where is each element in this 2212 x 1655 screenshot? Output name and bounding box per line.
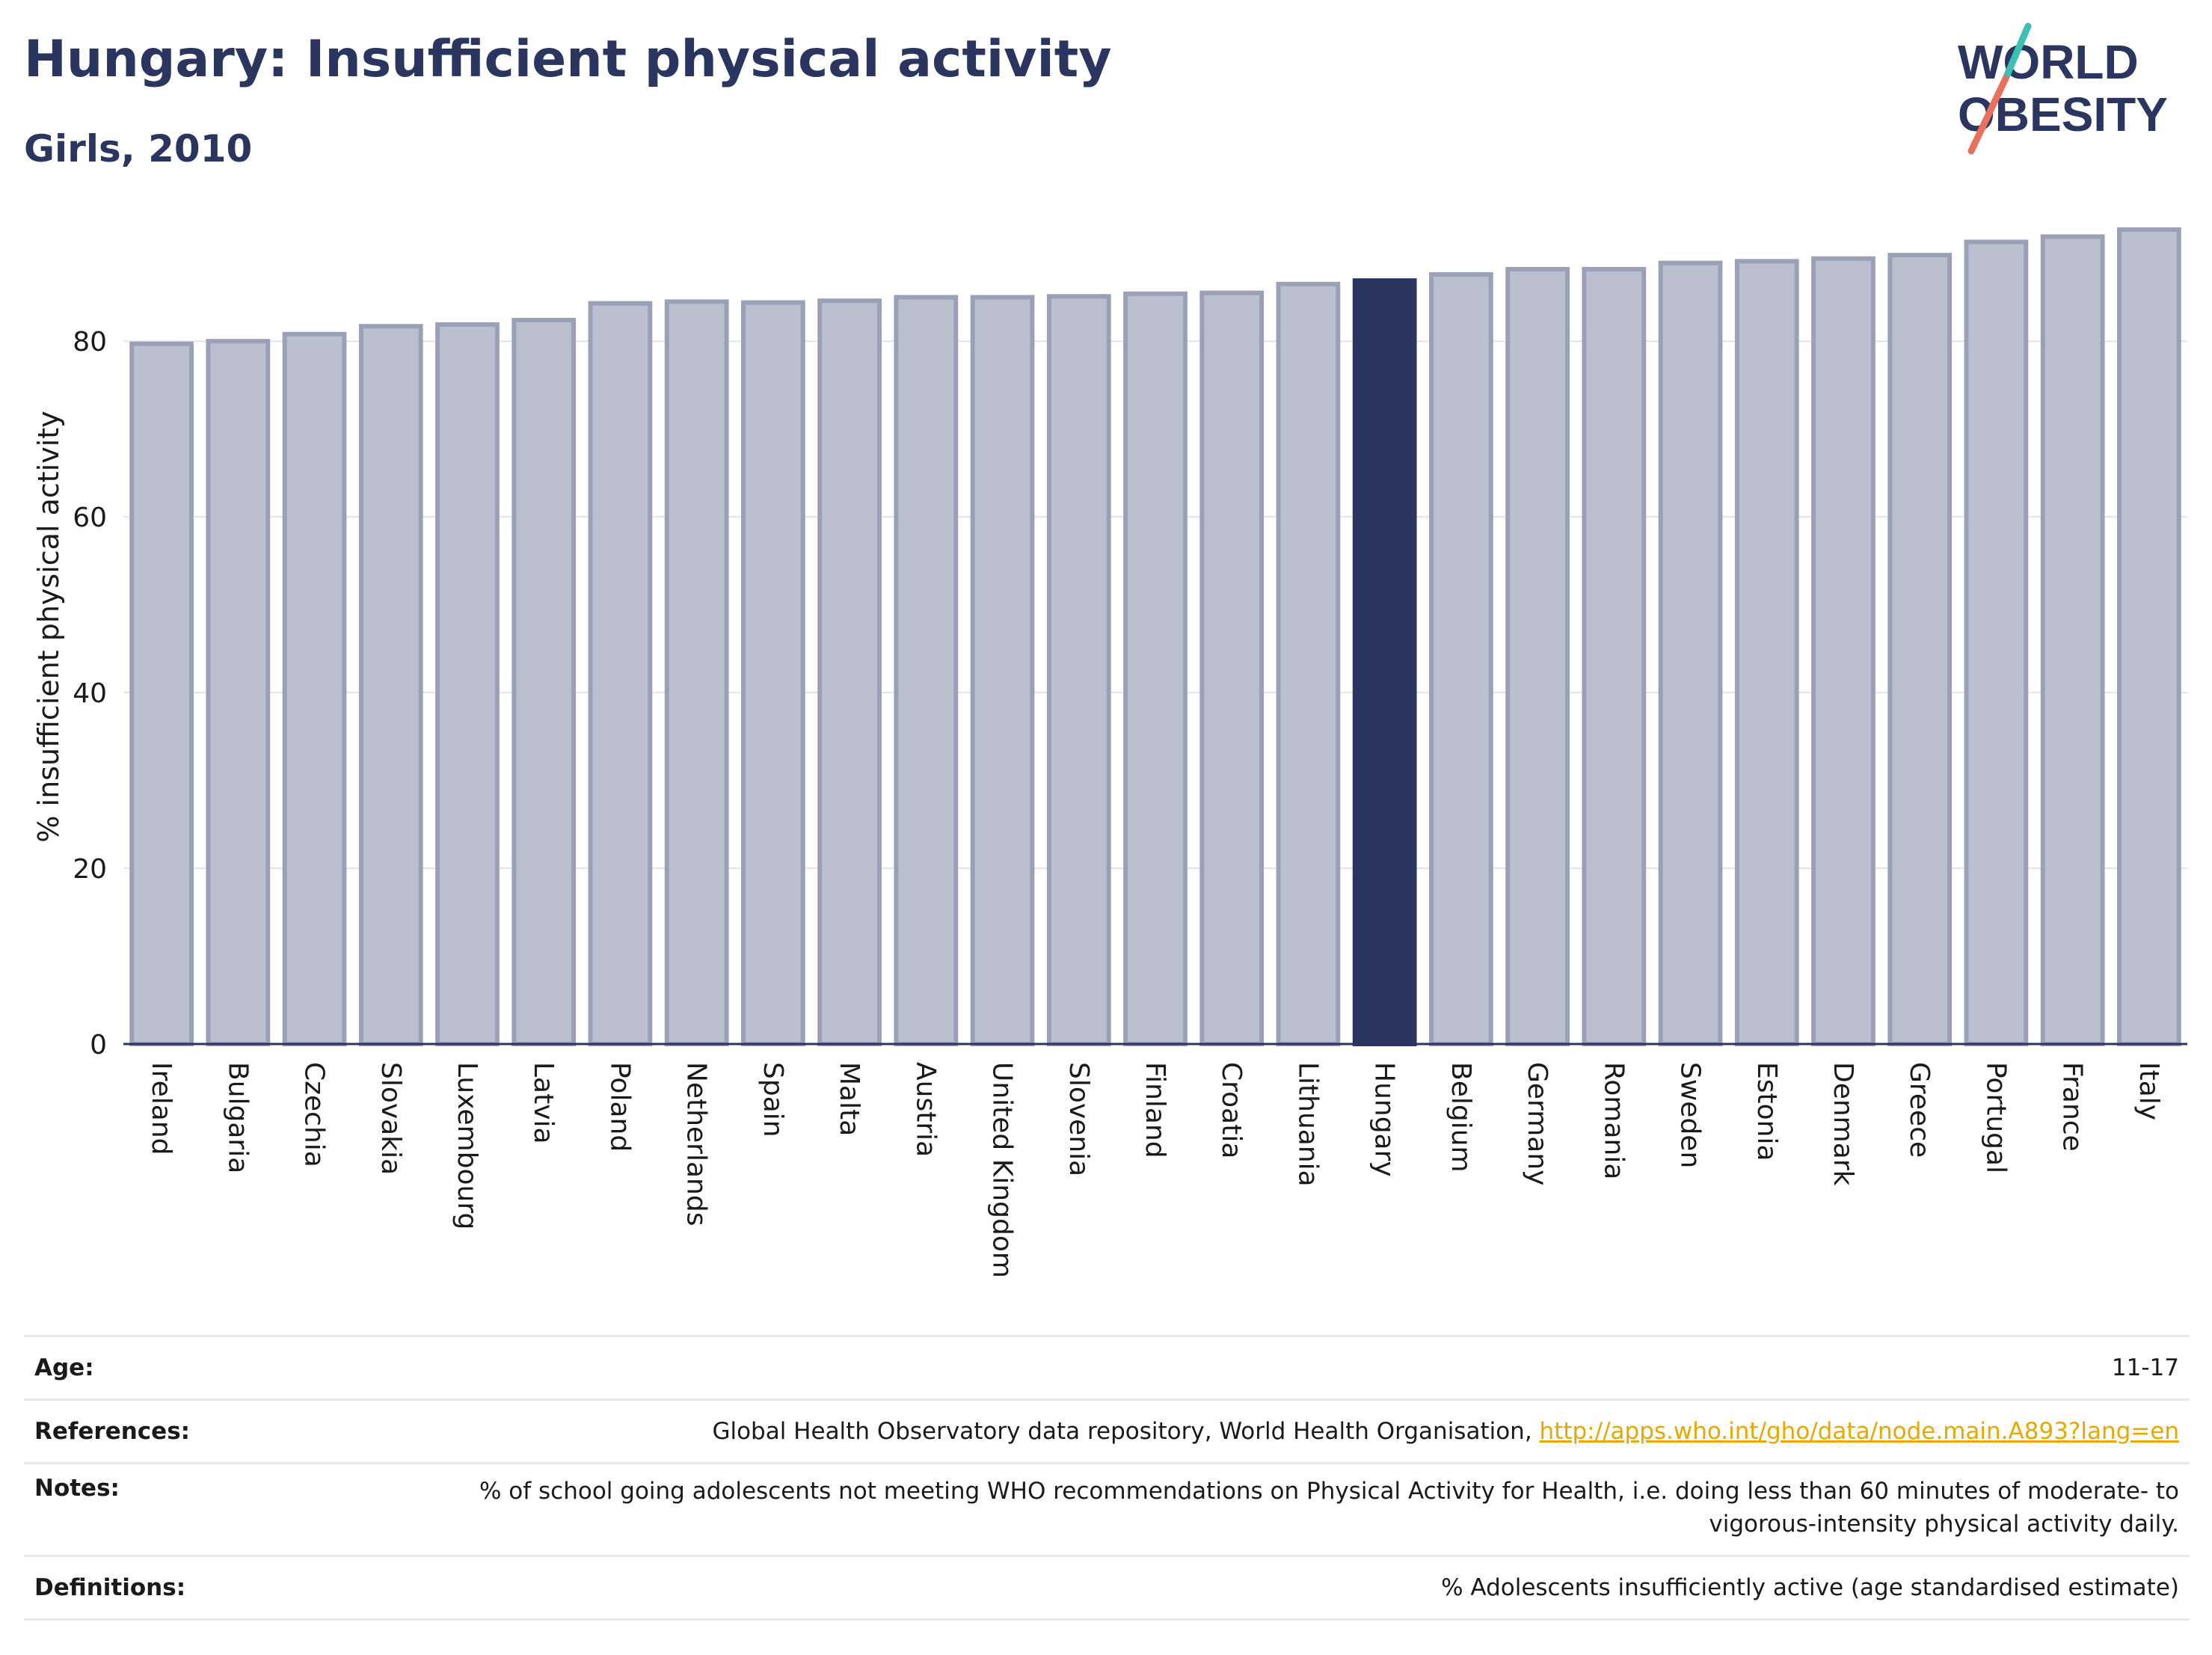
x-tick-label: Czechia [299, 1062, 330, 1167]
x-tick-label: Estonia [1751, 1062, 1782, 1161]
chart-subtitle: Girls, 2010 [24, 127, 253, 171]
bar-france [2040, 234, 2105, 1046]
footer-row-notes: Notes: % of school going adolescents not… [24, 1462, 2190, 1555]
bar-poland [588, 301, 653, 1046]
bar-portugal [1964, 239, 2029, 1047]
x-tick-label: Slovakia [375, 1062, 406, 1175]
references-label: References: [34, 1418, 191, 1445]
chart-footer: Age: 11-17 References: Global Health Obs… [24, 1335, 2190, 1621]
x-tick-label: Belgium [1446, 1062, 1476, 1173]
y-tick-label: 60 [73, 503, 107, 533]
bar-finland [1123, 291, 1188, 1047]
y-axis-ticks: 0 20 40 60 80 [73, 327, 107, 1060]
world-obesity-logo: WORLD OBESITY [1958, 22, 2168, 155]
bar-estonia [1734, 259, 1799, 1047]
bar-czechia [282, 331, 347, 1046]
x-tick-label: Greece [1904, 1062, 1935, 1158]
x-tick-label: Finland [1140, 1062, 1170, 1158]
bar-hungary [1352, 278, 1417, 1046]
y-tick-label: 40 [73, 678, 107, 709]
bar-slovenia [1046, 294, 1111, 1046]
y-tick-label: 0 [90, 1030, 107, 1060]
bar-romania [1582, 266, 1647, 1047]
age-label: Age: [34, 1354, 94, 1381]
bar-croatia [1199, 290, 1265, 1047]
references-text: Global Health Observatory data repositor… [712, 1418, 1540, 1445]
bar-sweden [1658, 260, 1723, 1046]
x-tick-label: Latvia [528, 1062, 559, 1144]
x-tick-label: Malta [834, 1062, 864, 1136]
x-tick-label: Sweden [1675, 1062, 1706, 1168]
bar-austria [894, 295, 959, 1046]
definitions-value: % Adolescents insufficiently active (age… [1441, 1574, 2179, 1601]
bar-slovakia [358, 324, 423, 1046]
bar-malta [817, 298, 882, 1047]
references-link[interactable]: http://apps.who.int/gho/data/node.main.A… [1539, 1418, 2179, 1445]
x-tick-label: Croatia [1216, 1062, 1247, 1158]
x-tick-label: Italy [2133, 1062, 2164, 1120]
x-tick-label: Ireland [146, 1062, 176, 1155]
x-tick-label: Luxembourg [452, 1062, 482, 1229]
bar-germany [1505, 266, 1570, 1047]
bar-ireland [129, 341, 194, 1046]
x-tick-label: Bulgaria [222, 1062, 253, 1173]
logo-coral-slash [1967, 75, 2009, 155]
y-tick-label: 20 [73, 854, 107, 885]
notes-label: Notes: [34, 1475, 120, 1502]
footer-row-references: References: Global Health Observatory da… [24, 1398, 2190, 1462]
footer-row-definitions: Definitions: % Adolescents insufficientl… [24, 1555, 2190, 1621]
bar-bulgaria [206, 339, 271, 1047]
bar-chart: 0 20 40 60 80 Ireland Bulgaria Czechia Slovakia… [32, 227, 2187, 1278]
logo-text-world: WORLD [1958, 35, 2139, 89]
x-tick-label: Hungary [1369, 1062, 1400, 1177]
bars [129, 227, 2181, 1047]
x-tick-label: Portugal [1980, 1062, 2011, 1173]
x-tick-label: Netherlands [681, 1062, 712, 1226]
x-tick-label: United Kingdom [987, 1062, 1018, 1278]
logo-text-obesity: OBESITY [1958, 87, 2168, 141]
logo-teal-slash [2002, 22, 2032, 82]
definitions-label: Definitions: [34, 1574, 186, 1601]
y-axis-label: % insufficient physical activity [32, 411, 65, 842]
bar-belgium [1429, 271, 1493, 1046]
x-tick-label: Romania [1598, 1062, 1629, 1179]
x-axis-ticks: Ireland Bulgaria Czechia Slovakia Luxembourg… [146, 1062, 2164, 1278]
x-tick-label: Austria [910, 1062, 941, 1157]
references-value: Global Health Observatory data repositor… [712, 1415, 2190, 1448]
age-value: 11-17 [2111, 1354, 2179, 1381]
x-tick-label: Slovenia [1063, 1062, 1094, 1176]
y-tick-label: 80 [73, 327, 107, 357]
x-tick-label: Denmark [1828, 1062, 1858, 1186]
x-tick-label: Poland [604, 1062, 635, 1152]
x-tick-label: Germany [1522, 1062, 1552, 1185]
bar-italy [2117, 227, 2181, 1047]
bar-greece [1887, 253, 1953, 1046]
x-tick-label: Lithuania [1292, 1062, 1323, 1187]
bar-denmark [1811, 256, 1875, 1046]
x-tick-label: Spain [758, 1062, 788, 1137]
bar-netherlands [664, 299, 729, 1047]
bar-lithuania [1276, 281, 1341, 1046]
bar-spain [741, 300, 805, 1046]
notes-value: % of school going adolescents not meetin… [479, 1478, 2179, 1538]
footer-row-age: Age: 11-17 [24, 1335, 2190, 1398]
x-tick-label: France [2057, 1062, 2088, 1152]
bar-luxembourg [435, 322, 500, 1047]
chart-title: Hungary: Insufficient physical activity [24, 30, 1112, 89]
bar-united-kingdom [970, 295, 1035, 1046]
bar-latvia [511, 318, 577, 1046]
